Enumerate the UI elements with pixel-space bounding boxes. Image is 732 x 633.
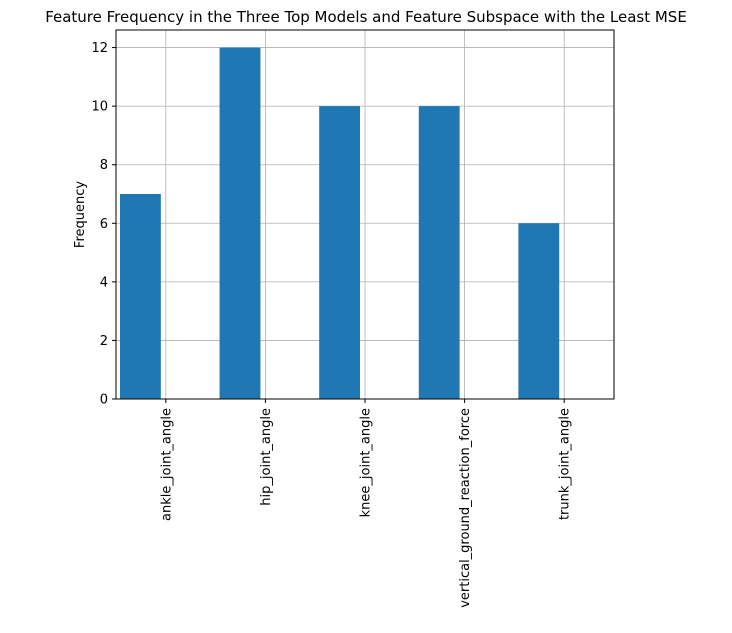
y-tick-label: 4	[100, 275, 108, 290]
bar-trunk-joint-angle	[518, 223, 560, 399]
bar-vertical-ground-reaction-force	[418, 106, 460, 400]
x-tick-label: knee_joint_angle	[359, 408, 374, 517]
y-tick-label: 0	[100, 393, 108, 408]
bar-knee-joint-angle	[319, 106, 361, 400]
x-tick-label: hip_joint_angle	[259, 408, 274, 506]
y-tick-label: 2	[100, 334, 108, 349]
bars	[119, 47, 560, 400]
grid-lines	[116, 30, 614, 400]
y-tick-label: 12	[91, 41, 108, 56]
y-axis-ticks: 0 2 4 6 8 10 12	[91, 41, 116, 408]
x-tick-label: trunk_joint_angle	[558, 408, 573, 520]
x-tick-label: ankle_joint_angle	[159, 408, 174, 521]
x-tick-label: vertical_ground_reaction_force	[458, 408, 473, 608]
y-tick-label: 6	[100, 217, 108, 232]
bar-ankle-joint-angle	[119, 194, 161, 399]
y-tick-label: 10	[91, 100, 108, 115]
x-axis-ticks: ankle_joint_angle hip_joint_angle knee_joi…	[159, 399, 573, 608]
y-axis-label: Frequency	[73, 181, 88, 248]
bar-hip-joint-angle	[219, 47, 261, 399]
y-tick-label: 8	[100, 158, 108, 173]
chart-title: Feature Frequency in the Three Top Model…	[45, 8, 687, 26]
